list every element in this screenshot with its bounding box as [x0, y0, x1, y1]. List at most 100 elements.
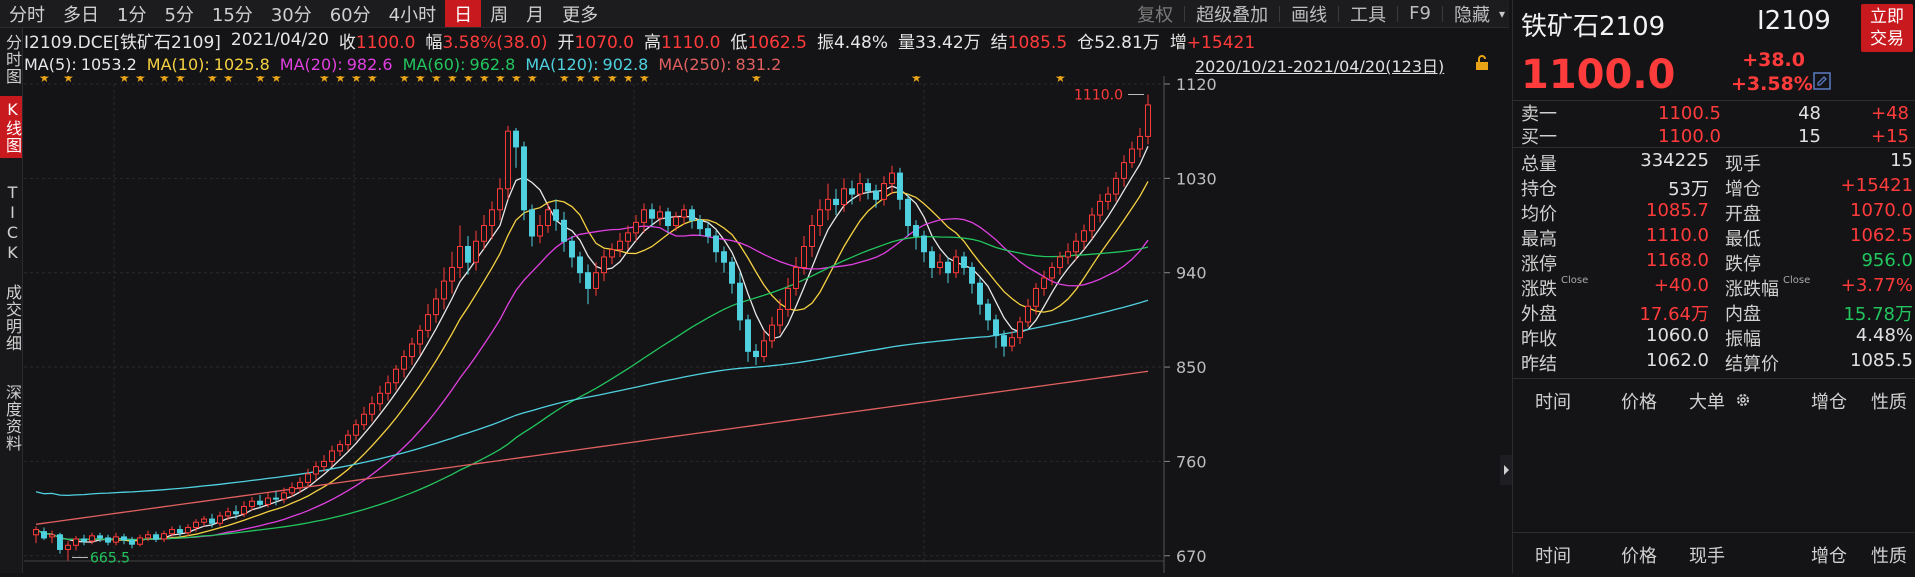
period-tab-0[interactable]: 分时 [9, 4, 45, 26]
ma-value: 962.8 [469, 54, 516, 74]
gear-icon[interactable] [1735, 392, 1751, 408]
candle-body [761, 340, 767, 358]
oi-info: 仓52.81万 [1077, 32, 1160, 53]
stat-label: 现手 [1725, 154, 1761, 175]
period-tab-7[interactable]: 4小时 [388, 4, 437, 26]
orderbook-chg: +48 [1871, 102, 1909, 124]
orderbook-row[interactable]: 买一 1100.0 15 +15 [1521, 124, 1911, 149]
kline-chart[interactable]: 1120 1030 940 850 760 670 ★ ★ ★ ★ ★ ★ ★ ★ ★ ★ ★ ★ ★ ★ ★ ★ ★ ★ ★ ★… [24, 71, 1509, 573]
toolbar-action-3[interactable]: 工具 [1350, 4, 1387, 26]
view-tab-2[interactable]: TICK [3, 183, 22, 263]
candle-body [577, 256, 583, 274]
table-header-0[interactable]: 时间 [1535, 546, 1571, 567]
table-header-3[interactable]: 增仓 [1811, 392, 1847, 413]
view-tab-3[interactable]: 成交明细 [3, 284, 22, 352]
period-tab-2[interactable]: 1分 [117, 4, 147, 26]
stat-row: 昨结 1062.0 结算价 1085.5 [1521, 350, 1913, 375]
toolbar-action-1[interactable]: 超级叠加 [1196, 4, 1269, 26]
candle-body [1137, 135, 1143, 150]
orderbook-row[interactable]: 卖一 1100.5 48 +48 [1521, 101, 1911, 126]
table-header-2[interactable]: 大单 [1689, 392, 1725, 413]
candle-body [457, 245, 463, 268]
star-icon: ★ [175, 76, 186, 85]
stat-value: 1085.5 [1850, 350, 1913, 371]
table-header-3[interactable]: 增仓 [1811, 546, 1847, 567]
candle-body [89, 535, 95, 542]
candle-body [633, 221, 639, 234]
toolbar-action-4[interactable]: F9 [1409, 3, 1431, 24]
candle-body [673, 216, 679, 227]
table-header-4[interactable]: 性质 [1871, 392, 1907, 413]
toolbar-action-2[interactable]: 画线 [1291, 4, 1328, 26]
candle-body [121, 536, 127, 541]
period-tab-11[interactable]: 更多 [562, 4, 599, 26]
candle-body [473, 240, 479, 263]
candle-body [489, 209, 495, 227]
stat-value: 53万 [1668, 179, 1709, 200]
period-tab-4[interactable]: 15分 [211, 4, 253, 26]
candle-body [529, 209, 535, 237]
candle-body [1073, 240, 1079, 253]
stat-value: +15421 [1840, 175, 1913, 196]
candle-body [177, 529, 183, 534]
period-tab-1[interactable]: 多日 [63, 4, 99, 26]
view-tab-0[interactable]: 分时图 [3, 33, 22, 85]
star-icon: ★ [223, 76, 234, 85]
candle-body [737, 282, 743, 321]
star-icon: ★ [399, 76, 410, 85]
ma-value: 1025.8 [213, 54, 270, 74]
table-header-1[interactable]: 价格 [1621, 392, 1657, 413]
toolbar-separator [1338, 5, 1340, 22]
amp-info: 振4.48% [816, 32, 888, 53]
period-tab-9[interactable]: 周 [490, 4, 509, 26]
stat-value: +3.77% [1840, 275, 1913, 296]
star-icon: ★ [159, 76, 170, 85]
candle-body [1049, 266, 1055, 279]
collapse-panel-icon[interactable] [1500, 455, 1512, 485]
stat-label: 总量 [1521, 154, 1557, 175]
oichg-info: 增+15421 [1169, 32, 1256, 53]
contract-code: I2109 [1757, 6, 1831, 36]
y-tick-label: 1030 [1176, 169, 1217, 188]
open-info: 开1070.0 [557, 32, 634, 53]
stat-label: 均价 [1521, 204, 1557, 225]
toolbar-separator [1279, 5, 1281, 22]
candle-body [585, 272, 591, 289]
candle-body [617, 240, 623, 251]
date-range-selector[interactable]: 2020/10/21-2021/04/20(123日) [1195, 57, 1445, 76]
trade-now-button[interactable]: 立即 交易 [1861, 4, 1913, 52]
period-tab-5[interactable]: 30分 [270, 4, 312, 26]
range-info: 幅3.58%(38.0) [425, 32, 548, 53]
table-header-4[interactable]: 性质 [1871, 546, 1907, 567]
lock-icon[interactable] [1474, 55, 1490, 71]
candle-body [353, 424, 359, 436]
kline-svg[interactable]: 1120 1030 940 850 760 670 ★ ★ ★ ★ ★ ★ ★ ★ ★ ★ ★ ★ ★ ★ ★ ★ ★ ★ ★ ★… [24, 71, 1509, 573]
candle-body [665, 211, 671, 227]
toolbar-action-0[interactable]: 复权 [1137, 4, 1174, 26]
chevron-down-icon: ▾ [1498, 6, 1505, 21]
view-tab-1[interactable]: K线图 [0, 96, 22, 158]
y-tick-label: 760 [1176, 452, 1207, 471]
table-header-1[interactable]: 价格 [1621, 546, 1657, 567]
star-icon: ★ [911, 76, 922, 85]
table-header-2[interactable]: 现手 [1689, 546, 1725, 567]
toolbar-action-5[interactable]: 隐藏 [1453, 4, 1490, 26]
edit-icon[interactable] [1813, 72, 1831, 90]
ma-value: 1053.2 [80, 54, 137, 74]
period-tab-10[interactable]: 月 [526, 4, 545, 26]
candle-body [745, 319, 751, 352]
period-tab-3[interactable]: 5分 [164, 4, 194, 26]
ma-item-1: MA(10): 1025.8 [147, 55, 270, 74]
star-icon: ★ [63, 76, 74, 85]
period-tab-8[interactable]: 日 [445, 0, 482, 27]
candle-body [313, 466, 319, 475]
ma-value: 982.6 [346, 54, 393, 74]
table-header-0[interactable]: 时间 [1535, 392, 1571, 413]
stat-value: 17.64万 [1639, 304, 1709, 325]
candle-body [321, 460, 327, 468]
period-tab-6[interactable]: 60分 [329, 4, 371, 26]
candle-body [1121, 162, 1127, 179]
view-tab-4[interactable]: 深度资料 [3, 384, 22, 452]
view-tabs: 分时图 K线图 TICK 成交明细深度资料 [0, 28, 23, 573]
stat-value: 15.78万 [1843, 304, 1913, 325]
